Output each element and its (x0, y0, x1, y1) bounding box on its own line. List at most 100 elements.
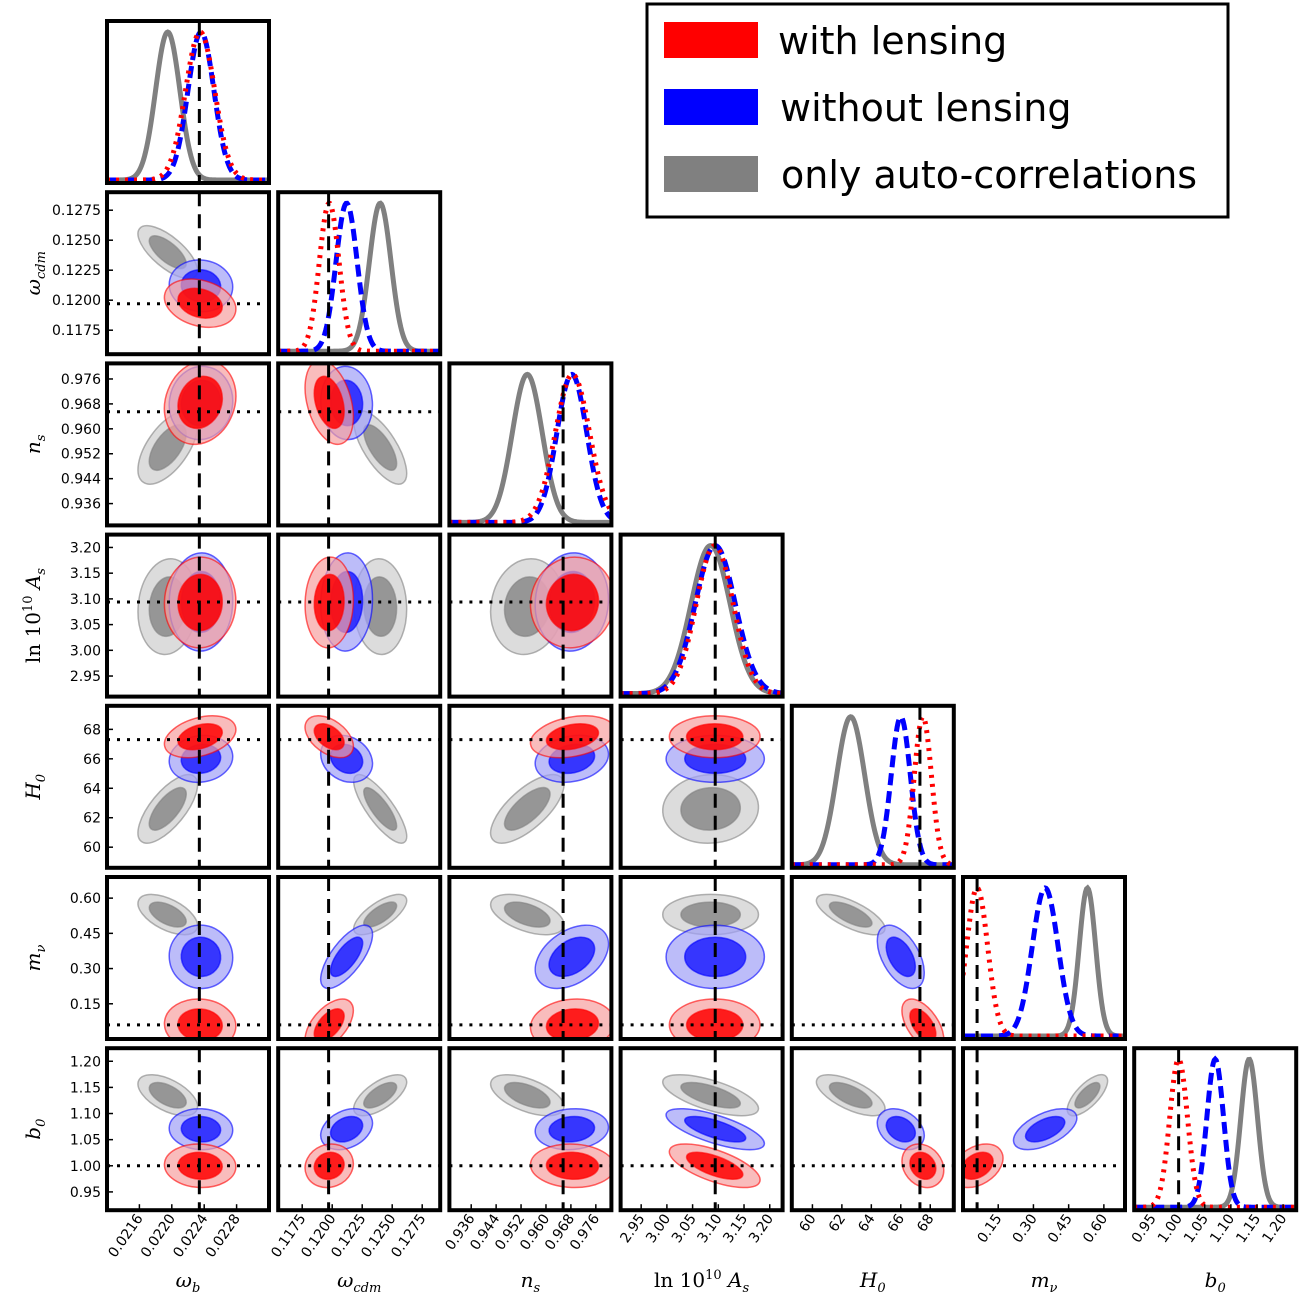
contour-68-without-lensing (548, 1115, 596, 1143)
y-tick-label: 1.15 (70, 1080, 101, 1096)
panel-frame (276, 361, 443, 528)
posterior-lnAs-with-lensing (620, 543, 783, 697)
contour-68-only-auto (680, 901, 742, 928)
posterior-mnu-without-lensing (963, 885, 1125, 1039)
panel-content (107, 21, 269, 183)
panel-mnu-vs-lnAs (618, 875, 785, 1041)
y-tick-label: 0.1250 (52, 233, 101, 249)
x-axis-label-lnAs: ln 1010 As (654, 1268, 749, 1296)
panel-content (449, 534, 612, 697)
y-tick-label: 0.1200 (52, 293, 101, 309)
posterior-b0-without-lensing (1134, 1055, 1297, 1210)
y-axis-label-ns: ns (21, 434, 49, 454)
x-tick-label: 68 (914, 1211, 937, 1235)
x-tick-label: 0.95 (1129, 1211, 1160, 1246)
contour-68-only-auto (503, 786, 551, 831)
panel-content (449, 877, 612, 1039)
panel-wcdm-vs-wcdm (276, 190, 443, 357)
panels: 0.1175 0.1200 0.1225 0.1250 0.1275 0.936 0.944… (21, 19, 1299, 1296)
y-tick-label: 3.00 (70, 643, 101, 659)
x-tick-label: 60 (796, 1211, 819, 1235)
panel-content (963, 877, 1125, 1039)
panel-lnAs-vs-wcdm (276, 532, 443, 699)
contour-68-with-lensing (177, 375, 224, 430)
contour-68-only-auto (148, 901, 187, 928)
posterior-wcdm-without-lensing (278, 200, 441, 354)
contour-68-without-lensing (885, 1115, 917, 1143)
panel-lnAs-vs-wb: 2.95 3.00 3.05 3.10 3.15 3.20 (70, 532, 271, 699)
y-tick-label: 0.30 (70, 962, 101, 978)
contour-68-only-auto (148, 786, 187, 831)
posterior-H0-with-lensing (791, 714, 954, 868)
panel-frame (789, 1046, 956, 1213)
panel-ns-vs-wb: 0.936 0.944 0.952 0.960 0.968 0.976 (61, 361, 271, 528)
contour-68-without-lensing (329, 1115, 364, 1143)
x-tick-label: 2.95 (617, 1211, 648, 1246)
x-tick-label: 1.20 (1259, 1211, 1290, 1246)
y-tick-label: 66 (83, 752, 101, 768)
panel-lnAs-vs-ns (447, 532, 614, 699)
panel-ns-vs-ns (447, 361, 614, 528)
contour-68-without-lensing (683, 1115, 747, 1143)
panel-content (278, 363, 441, 526)
panel-mnu-vs-wcdm (276, 875, 443, 1041)
panel-frame (276, 190, 443, 357)
y-tick-label: 60 (83, 840, 101, 856)
posterior-wb-with-lensing (107, 29, 269, 183)
panel-content (620, 877, 783, 1039)
y-tick-label: 0.952 (61, 447, 101, 463)
contour-68-only-auto (148, 1081, 187, 1109)
y-tick-label: 0.960 (61, 422, 101, 438)
panel-frame (447, 703, 614, 870)
legend-label-without-lensing: without lensing (780, 86, 1072, 130)
x-axis-label-wb: ωb (176, 1268, 201, 1296)
panel-b0-vs-wb: 0.951.001.051.101.151.200.02160.02200.02… (70, 1046, 271, 1261)
x-tick-label: 0.15 (975, 1211, 1006, 1246)
posterior-ns-with-lensing (449, 371, 612, 525)
y-tick-label: 62 (83, 811, 101, 827)
panel-frame (105, 875, 271, 1041)
x-axis-label-wcdm: ωcdm (337, 1268, 381, 1296)
y-tick-label: 0.968 (61, 397, 101, 413)
x-tick-label: 1.15 (1233, 1211, 1264, 1246)
panel-frame (105, 703, 271, 870)
panel-content (107, 1048, 269, 1211)
legend-swatch-without-lensing (664, 89, 758, 125)
panel-frame (961, 1046, 1127, 1213)
panel-content (620, 705, 783, 868)
panel-content (278, 1048, 441, 1211)
contour-68-only-auto (503, 901, 551, 928)
y-tick-label: 3.05 (70, 618, 101, 634)
x-tick-label: 62 (826, 1211, 849, 1235)
panel-frame (618, 1046, 785, 1213)
posterior-wcdm-only-auto (278, 200, 441, 354)
contour-68-without-lensing (329, 936, 364, 978)
y-tick-label: 0.936 (61, 497, 101, 513)
panel-frame (618, 875, 785, 1041)
x-tick-label: 0.60 (1080, 1211, 1111, 1246)
panel-frame (105, 1046, 271, 1213)
y-tick-label: 1.05 (70, 1133, 101, 1149)
panel-content (278, 877, 441, 1039)
panel-content (107, 877, 269, 1039)
panel-content (620, 534, 783, 697)
y-tick-label: 0.1275 (52, 203, 101, 219)
panel-content (107, 363, 269, 526)
x-tick-label: 1.05 (1181, 1211, 1212, 1246)
x-tick-label: 64 (855, 1211, 878, 1235)
posterior-b0-only-auto (1134, 1056, 1297, 1210)
panel-frame (789, 703, 956, 870)
x-axis-label-mnu: mν (1031, 1268, 1058, 1296)
panel-content (107, 192, 269, 355)
y-axis-label-mnu: mν (21, 944, 49, 971)
panel-b0-vs-mnu: 0.15 0.30 0.45 0.60 (961, 1046, 1127, 1246)
panel-H0-vs-wb: 60 62 64 66 68 (83, 703, 271, 870)
y-tick-label: 0.944 (61, 472, 101, 488)
posterior-mnu-with-lensing (963, 885, 1125, 1039)
y-tick-label: 68 (83, 722, 101, 738)
x-axis-label-ns: ns (521, 1268, 541, 1296)
panel-content (449, 363, 612, 526)
contour-68-with-lensing (545, 1008, 600, 1039)
